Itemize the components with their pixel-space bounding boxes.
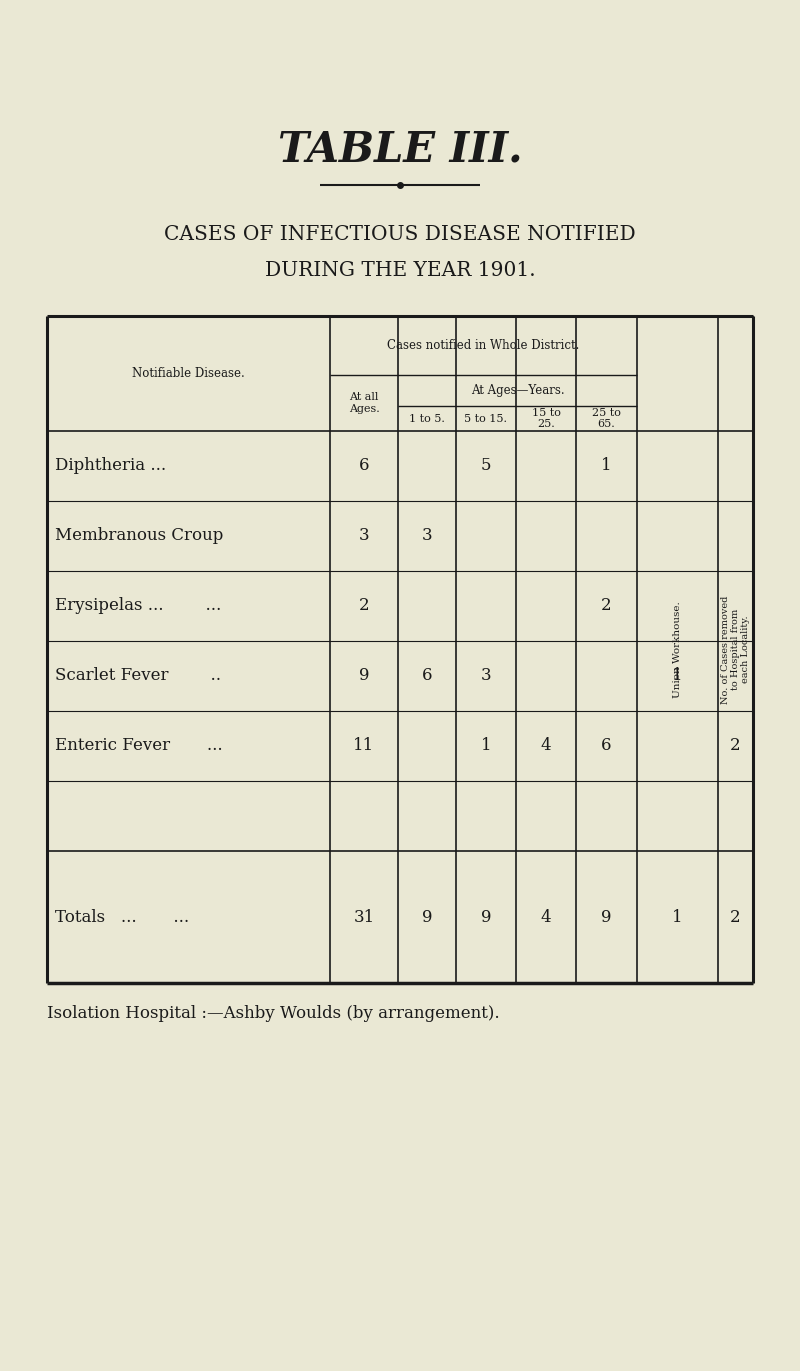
Text: 4: 4 (541, 738, 551, 754)
Text: 3: 3 (358, 528, 370, 544)
Text: 6: 6 (422, 668, 432, 684)
Text: TABLE III.: TABLE III. (278, 129, 522, 171)
Text: 6: 6 (602, 738, 612, 754)
Text: 1: 1 (672, 909, 683, 925)
Text: 1 to 5.: 1 to 5. (409, 414, 445, 424)
Text: 5: 5 (481, 458, 491, 474)
Text: Isolation Hospital :—Ashby Woulds (by arrangement).: Isolation Hospital :—Ashby Woulds (by ar… (47, 1005, 500, 1021)
Text: 2: 2 (358, 598, 370, 614)
Text: 1: 1 (481, 738, 491, 754)
Text: 15 to
25.: 15 to 25. (531, 407, 561, 429)
Text: 1: 1 (601, 458, 612, 474)
Text: Union Workhouse.: Union Workhouse. (673, 600, 682, 698)
Text: 9: 9 (422, 909, 432, 925)
Text: Erysipelas ...        ...: Erysipelas ... ... (55, 598, 222, 614)
Text: Diphtheria ...: Diphtheria ... (55, 458, 166, 474)
Text: 6: 6 (358, 458, 370, 474)
Text: Notifiable Disease.: Notifiable Disease. (132, 367, 245, 380)
Text: DURING THE YEAR 1901.: DURING THE YEAR 1901. (265, 260, 535, 280)
Text: 2: 2 (730, 909, 741, 925)
Text: 31: 31 (354, 909, 374, 925)
Text: 9: 9 (602, 909, 612, 925)
Text: 3: 3 (481, 668, 491, 684)
Text: 1: 1 (672, 668, 683, 684)
Text: 25 to
65.: 25 to 65. (592, 407, 621, 429)
Text: 9: 9 (481, 909, 491, 925)
Text: At all
Ages.: At all Ages. (349, 392, 379, 414)
Text: 5 to 15.: 5 to 15. (465, 414, 507, 424)
Text: 2: 2 (730, 738, 741, 754)
Text: 2: 2 (601, 598, 612, 614)
Text: Enteric Fever       ...: Enteric Fever ... (55, 738, 222, 754)
Text: At Ages—Years.: At Ages—Years. (470, 384, 564, 398)
Text: CASES OF INFECTIOUS DISEASE NOTIFIED: CASES OF INFECTIOUS DISEASE NOTIFIED (164, 225, 636, 244)
Text: 4: 4 (541, 909, 551, 925)
Text: Cases notified in Whole District.: Cases notified in Whole District. (387, 339, 580, 352)
Text: Totals   ...       ...: Totals ... ... (55, 909, 189, 925)
Text: 11: 11 (354, 738, 374, 754)
Text: Membranous Croup: Membranous Croup (55, 528, 223, 544)
Text: No. of Cases removed
to Hospital from
each Locality.: No. of Cases removed to Hospital from ea… (721, 595, 750, 703)
Text: 9: 9 (358, 668, 370, 684)
Text: Scarlet Fever        ..: Scarlet Fever .. (55, 668, 221, 684)
Text: 3: 3 (422, 528, 432, 544)
